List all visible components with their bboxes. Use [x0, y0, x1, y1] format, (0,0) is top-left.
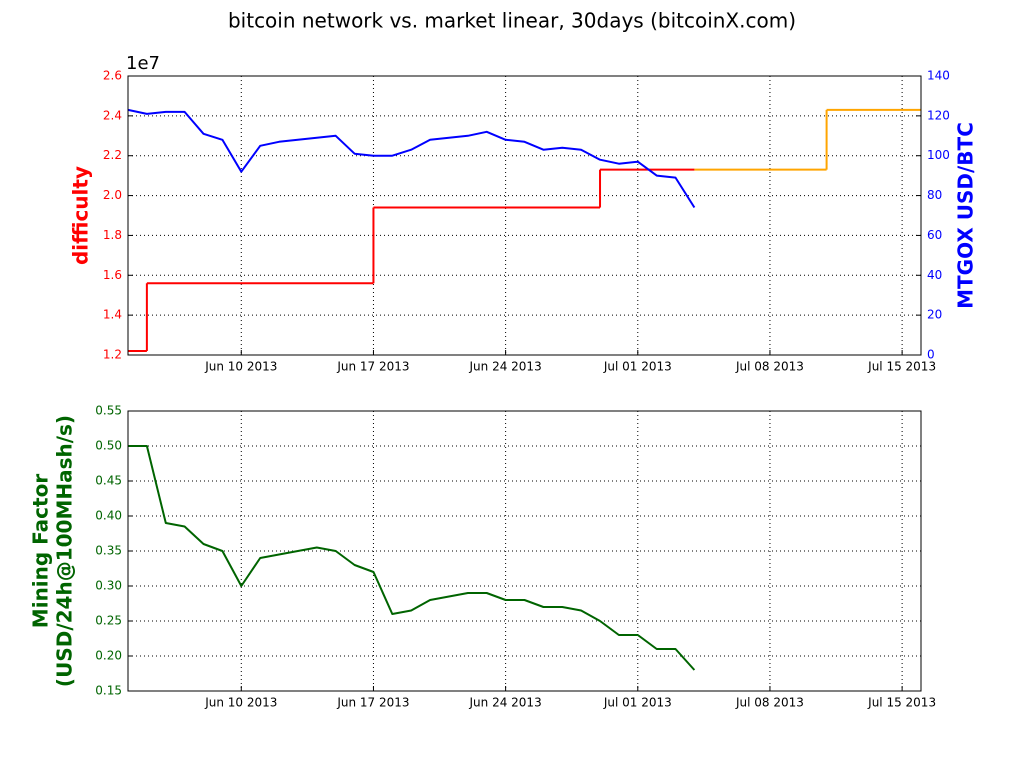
- y-axis-label: Mining Factor: [29, 474, 53, 629]
- x-tick-label: Jul 15 2013: [867, 696, 936, 710]
- y-tick-label: 0.30: [95, 579, 122, 593]
- y2-tick-label: 20: [927, 308, 942, 322]
- y-tick-label: 0.15: [95, 684, 122, 698]
- y-tick-label: 2.4: [103, 108, 122, 122]
- y-axis-label: (USD/24h@100MHash/s): [53, 415, 77, 687]
- x-tick-label: Jul 01 2013: [603, 360, 672, 374]
- y-tick-label: 0.40: [95, 509, 122, 523]
- y-tick-label: 0.45: [95, 474, 122, 488]
- y-tick-label: 0.20: [95, 649, 122, 663]
- x-tick-label: Jun 10 2013: [204, 696, 277, 710]
- y2-tick-label: 80: [927, 188, 942, 202]
- y2-tick-label: 0: [927, 348, 935, 362]
- x-tick-label: Jun 24 2013: [469, 360, 542, 374]
- offset-text: 1e7: [126, 53, 160, 74]
- y-tick-label: 0.35: [95, 544, 122, 558]
- x-tick-label: Jul 15 2013: [867, 360, 936, 374]
- y2-tick-label: 140: [927, 69, 950, 83]
- x-tick-label: Jul 01 2013: [603, 696, 672, 710]
- y-tick-label: 1.2: [103, 348, 122, 362]
- x-tick-label: Jul 08 2013: [735, 696, 804, 710]
- series-line: [128, 445, 696, 671]
- y2-tick-label: 120: [927, 108, 950, 122]
- y2-tick-label: 40: [927, 268, 942, 282]
- y2-tick-label: 100: [927, 148, 950, 162]
- y-tick-label: 1.6: [103, 268, 122, 282]
- y-tick-label: 0.55: [95, 404, 122, 418]
- plot-frame: [127, 75, 922, 356]
- y-tick-label: 0.50: [95, 439, 122, 453]
- y2-tick-label: 60: [927, 228, 942, 242]
- series-line: [127, 108, 696, 209]
- y-axis-label: difficulty: [69, 166, 93, 265]
- chart-title: bitcoin network vs. market linear, 30day…: [228, 9, 796, 33]
- x-tick-label: Jun 17 2013: [336, 360, 409, 374]
- y-tick-label: 2.0: [103, 188, 122, 202]
- x-tick-label: Jun 24 2013: [469, 696, 542, 710]
- y2-axis-label: MTGOX USD/BTC: [954, 122, 978, 309]
- y-tick-label: 0.25: [95, 614, 122, 628]
- y-tick-label: 2.2: [103, 148, 122, 162]
- y-tick-label: 1.4: [103, 308, 122, 322]
- y-tick-label: 1.8: [103, 228, 122, 242]
- y-tick-label: 2.6: [103, 69, 122, 83]
- x-tick-label: Jun 17 2013: [336, 696, 409, 710]
- x-tick-label: Jun 10 2013: [204, 360, 277, 374]
- plot-frame: [127, 410, 922, 692]
- x-tick-label: Jul 08 2013: [735, 360, 804, 374]
